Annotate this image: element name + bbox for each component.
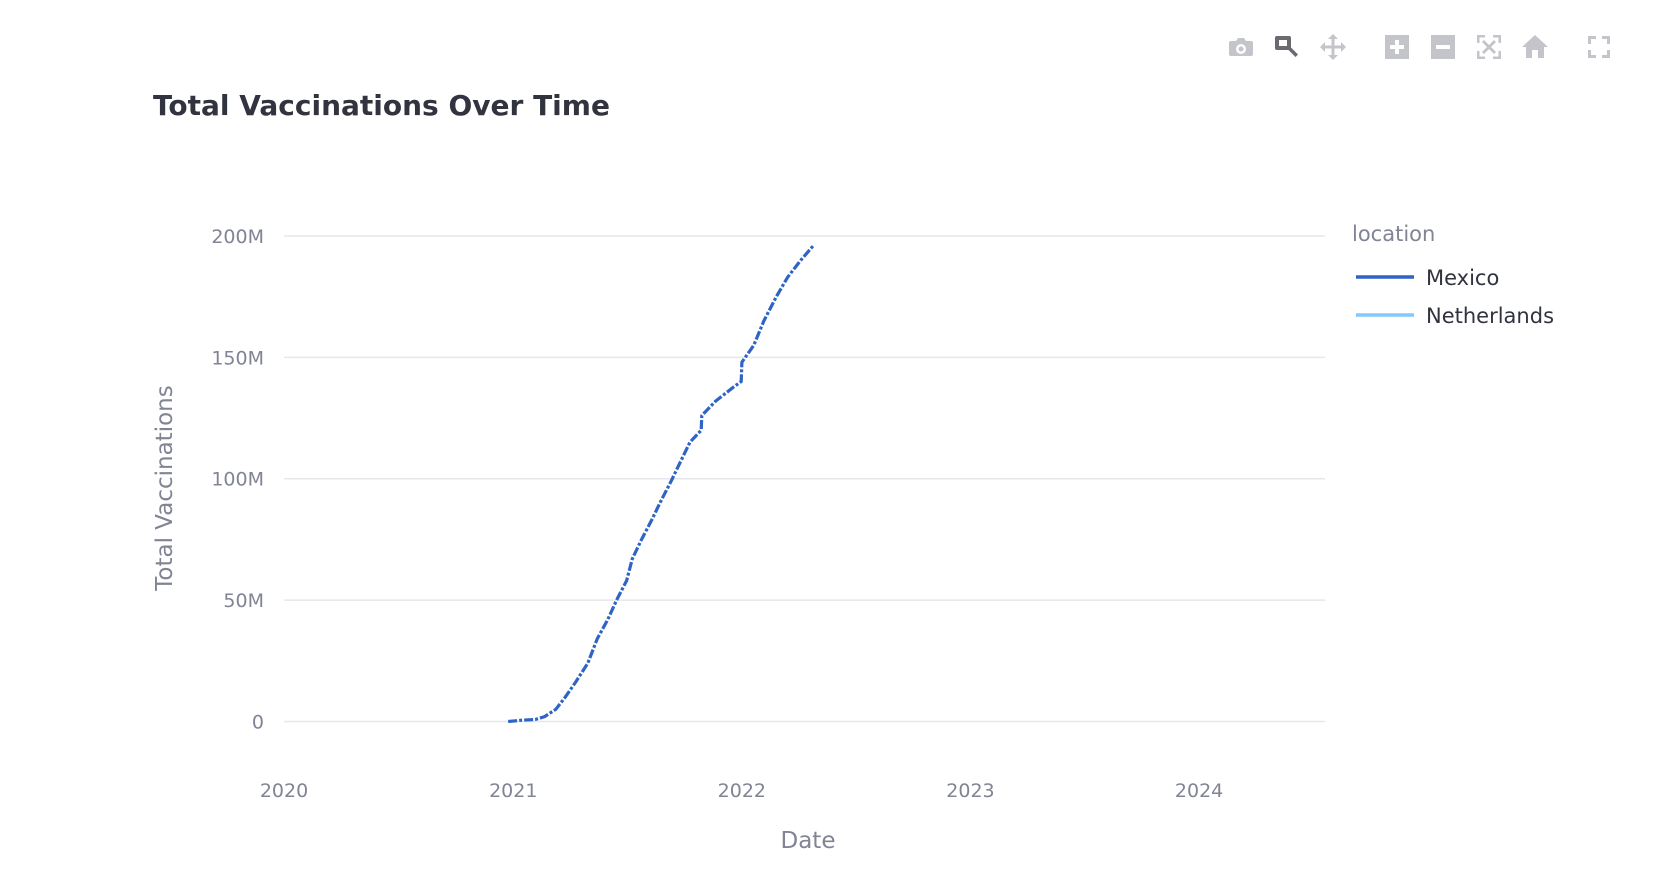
fullscreen-icon[interactable] xyxy=(1582,30,1616,64)
chart-toolbar xyxy=(1212,30,1616,64)
y-tick-label: 50M xyxy=(223,590,264,612)
y-tick-label: 200M xyxy=(211,226,264,248)
home-icon[interactable] xyxy=(1518,30,1552,64)
camera-icon[interactable] xyxy=(1224,30,1258,64)
y-tick-label: 150M xyxy=(211,347,264,369)
legend: location Mexico Netherlands xyxy=(1352,222,1554,328)
x-tick-label: 2022 xyxy=(718,780,766,802)
x-tick-label: 2023 xyxy=(946,780,994,802)
x-tick-label: 2020 xyxy=(260,780,308,802)
zoom-in-icon[interactable] xyxy=(1380,30,1414,64)
grid-lines xyxy=(284,235,1325,723)
legend-label[interactable]: Mexico xyxy=(1426,266,1499,290)
x-tick-label: 2021 xyxy=(489,780,537,802)
x-axis-ticks: 2020 2021 2022 2023 2024 xyxy=(260,780,1223,802)
zoom-out-icon[interactable] xyxy=(1426,30,1460,64)
x-tick-label: 2024 xyxy=(1175,780,1223,802)
y-tick-label: 0 xyxy=(252,711,264,733)
autoscale-icon[interactable] xyxy=(1472,30,1506,64)
legend-title: location xyxy=(1352,222,1435,246)
legend-items: Mexico Netherlands xyxy=(1356,266,1554,328)
legend-label[interactable]: Netherlands xyxy=(1426,304,1554,328)
series-lines xyxy=(508,244,815,724)
series-line-mexico xyxy=(508,244,815,724)
zoom-icon[interactable] xyxy=(1270,30,1304,64)
y-axis-ticks: 0 50M 100M 150M 200M xyxy=(211,226,264,733)
y-tick-label: 100M xyxy=(211,469,264,491)
chart-title: Total Vaccinations Over Time xyxy=(153,89,610,122)
x-axis-title: Date xyxy=(781,828,836,854)
y-axis-title: Total Vaccinations xyxy=(152,385,178,591)
pan-icon[interactable] xyxy=(1316,30,1350,64)
